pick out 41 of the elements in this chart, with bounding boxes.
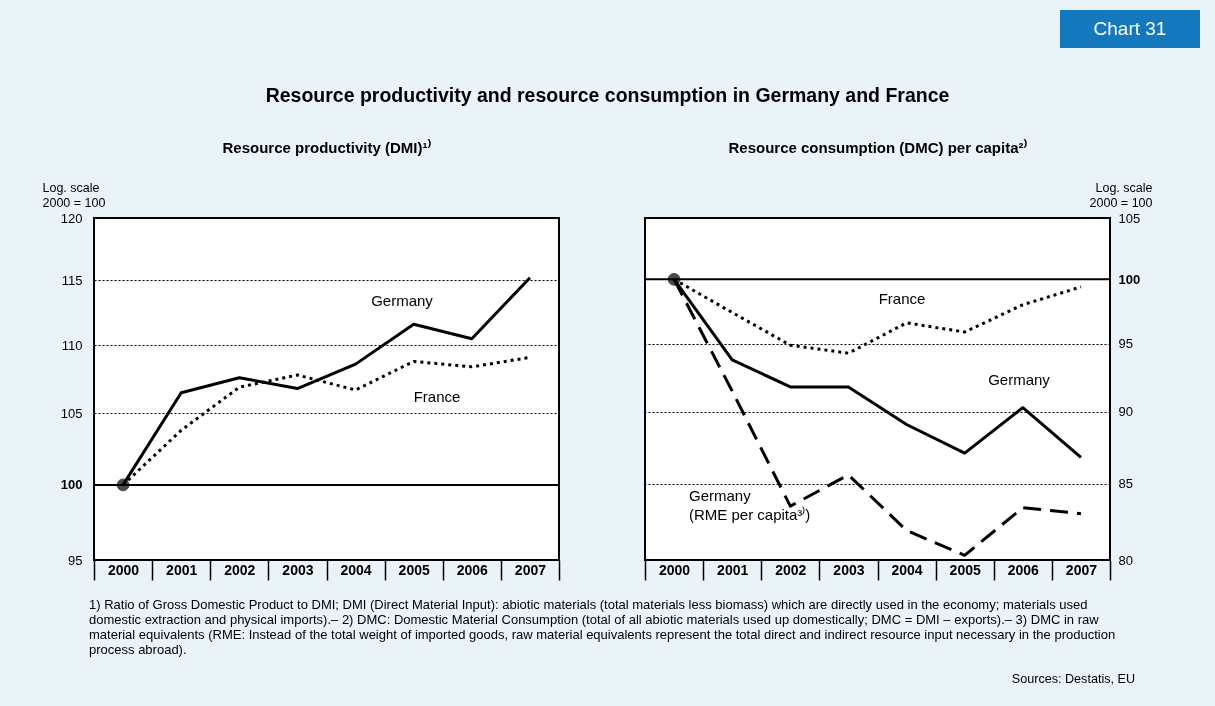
y2-tick-label: 80 [1118, 552, 1133, 568]
y-tick-label: 95 [68, 552, 83, 568]
x-tick-label: 2006 [456, 561, 489, 578]
x-tick-label: 2007 [1065, 561, 1098, 578]
series-label: France [413, 388, 461, 405]
y-tick-label: 115 [61, 272, 83, 288]
series-label: Germany [988, 371, 1051, 388]
x-tick-label: 2005 [398, 561, 430, 578]
text: 1) Ratio of Gross Domestic Product to DMI; DMI (Direct Material Input): abiotic materials (total materials less biomass) which are directly used in the economy; materials used domestic extraction and physical imports).– 2) DMC: Domestic Material Consumption (total of all abiotic materials used up domestically; DMC = DMI – exports).– 3) DMC in raw material equivalents (RME: Instead of the total weight of imported goods, raw material equivalents represent the total direct and indirect resource input necessary in the production process abroad). [89, 597, 1117, 657]
chart-title: Resource consumption (DMC) per capita²⁾ [728, 139, 1027, 156]
x-tick-label: 2002 [775, 561, 807, 578]
x-tick-label: 2000 [107, 561, 140, 578]
x-tick-label: 2007 [514, 561, 547, 578]
y-tick-label: 120 [60, 210, 83, 226]
source-note: Sources: Destatis, EU [1011, 672, 1135, 686]
x-tick-label: 2000 [658, 561, 691, 578]
x-tick-label: 2003 [282, 561, 314, 578]
y2-tick-label: 90 [1118, 404, 1133, 420]
y-tick-label: 110 [61, 337, 83, 353]
caption: Chart 31 [1060, 10, 1200, 48]
y2-tick-label: 85 [1118, 476, 1133, 492]
y-tick-label: 100 [60, 477, 83, 493]
x-tick-label: 2001 [717, 561, 749, 578]
x-tick-label: 2005 [949, 561, 981, 578]
x-tick-label: 2003 [833, 561, 865, 578]
y2-tick-label: 95 [1118, 336, 1133, 352]
text: Resource productivity and resource consumption in Germany and France [264, 84, 951, 107]
series-label: France [878, 290, 926, 307]
y-axis-title: Log. scale 2000 = 100 [42, 180, 106, 210]
y-tick-label: 105 [60, 405, 83, 421]
y2-tick-label: 105 [1118, 210, 1141, 226]
series-label: Germany [371, 292, 434, 309]
x-tick-label: 2002 [224, 561, 256, 578]
y2-tick-label: 100 [1118, 271, 1141, 287]
chart-title: Resource productivity (DMI)¹⁾ [222, 139, 431, 156]
x-tick-label: 2004 [891, 561, 923, 578]
x-tick-label: 2001 [166, 561, 198, 578]
series-label: Germany (RME per capita³⁾) [689, 487, 811, 523]
x-tick-label: 2004 [340, 561, 372, 578]
y2-axis-title: Log. scale 2000 = 100 [1089, 180, 1153, 210]
x-tick-label: 2006 [1007, 561, 1040, 578]
